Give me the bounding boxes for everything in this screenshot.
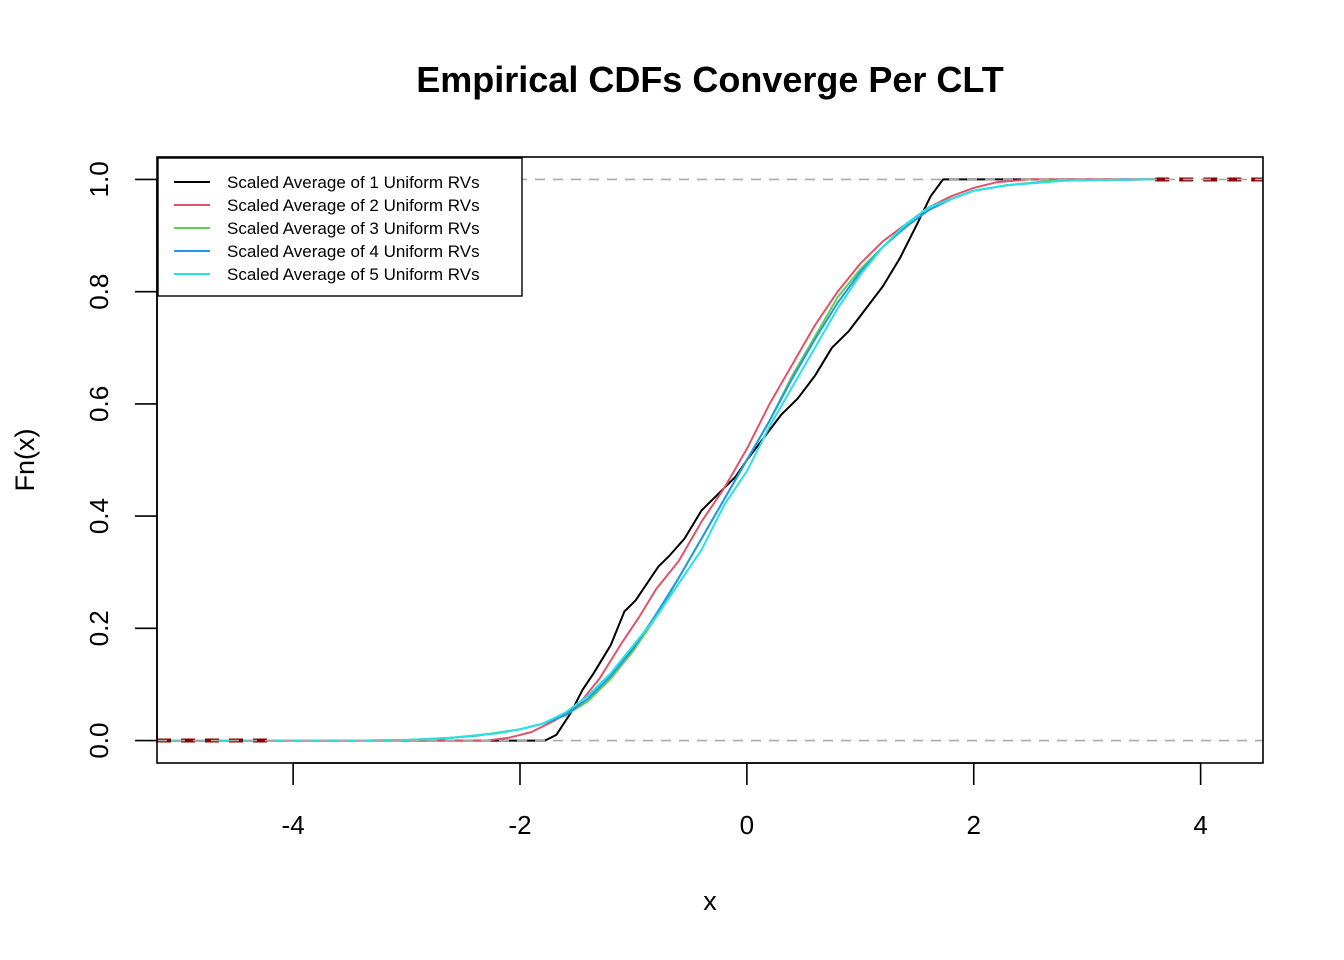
legend-label-3: Scaled Average of 3 Uniform RVs [227,219,480,238]
y-tick-label: 0.0 [84,723,114,759]
y-tick-label: 0.8 [84,274,114,310]
legend-box [157,157,523,297]
y-axis-label: Fn(x) [10,429,40,492]
series-line-5 [157,178,1156,742]
y-tick-label: 0.2 [84,610,114,646]
y-tick-label: 0.4 [84,498,114,534]
y-tick-label: 0.6 [84,386,114,422]
legend-label-2: Scaled Average of 2 Uniform RVs [227,196,480,215]
legend-label-1: Scaled Average of 1 Uniform RVs [227,173,480,192]
chart-title: Empirical CDFs Converge Per CLT [416,59,1003,100]
x-tick-label: -4 [282,810,305,840]
legend-label-4: Scaled Average of 4 Uniform RVs [227,242,480,261]
x-axis-label: x [703,886,717,916]
y-axis: 0.0 0.2 0.4 0.6 0.8 1.0 [84,161,158,759]
legend-label-5: Scaled Average of 5 Uniform RVs [227,265,480,284]
x-tick-label: 4 [1193,810,1207,840]
x-tick-label: 0 [740,810,754,840]
x-tick-label: -2 [508,810,531,840]
y-tick-label: 1.0 [84,161,114,197]
legend: Scaled Average of 1 Uniform RVs Scaled Av… [157,157,523,297]
x-axis: -4 -2 0 2 4 [282,762,1208,840]
x-tick-label: 2 [967,810,981,840]
